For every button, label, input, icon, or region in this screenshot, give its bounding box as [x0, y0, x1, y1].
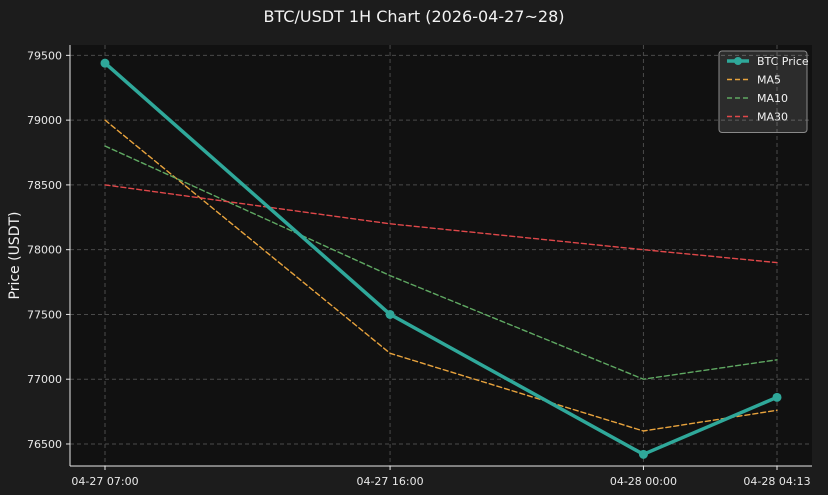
series-ma5 — [104, 119, 778, 432]
series-line-ma10 — [104, 145, 778, 380]
chart-title: BTC/USDT 1H Chart (2026-04-27~28) — [263, 7, 564, 26]
legend-marker-btc-price — [734, 57, 742, 65]
legend-label-ma5: MA5 — [757, 74, 781, 87]
legend: BTC Price MA5 MA10 MA30 — [718, 50, 809, 133]
y-tick-label: 79000 — [27, 114, 62, 127]
y-tick-label: 77000 — [27, 373, 62, 386]
y-tick-label: 77500 — [27, 308, 62, 321]
x-tick-label: 04-28 04:13 — [743, 475, 810, 488]
grid — [70, 45, 812, 466]
data-point-btc-price — [638, 449, 648, 459]
series-ma30 — [104, 184, 778, 264]
data-point-btc-price — [385, 309, 395, 319]
series-ma10 — [104, 145, 778, 380]
legend-label-ma30: MA30 — [757, 111, 788, 124]
y-axis-label: Price (USDT) — [7, 212, 23, 300]
plot-area — [70, 45, 812, 466]
data-point-btc-price — [100, 58, 110, 68]
legend-label-btc-price: BTC Price — [757, 55, 809, 68]
legend-box — [718, 50, 808, 133]
axes: 76500 77000 77500 78000 78500 79000 79500 04-27… — [27, 45, 812, 488]
series-line-ma30 — [104, 184, 778, 264]
x-tick-label: 04-27 07:00 — [71, 475, 138, 488]
y-tick-label: 78500 — [27, 179, 62, 192]
series-line-btc-price — [103, 61, 779, 457]
series-lines — [100, 58, 782, 459]
legend-label-ma10: MA10 — [757, 92, 788, 105]
x-tick-label: 04-27 16:00 — [356, 475, 423, 488]
y-tick-label: 79500 — [27, 49, 62, 62]
x-tick-label: 04-28 00:00 — [610, 475, 677, 488]
data-point-btc-price — [772, 392, 782, 402]
series-line-ma5 — [104, 119, 778, 432]
series-btc-price — [100, 58, 782, 459]
y-tick-label: 76500 — [27, 438, 62, 451]
y-tick-label: 78000 — [27, 244, 62, 257]
